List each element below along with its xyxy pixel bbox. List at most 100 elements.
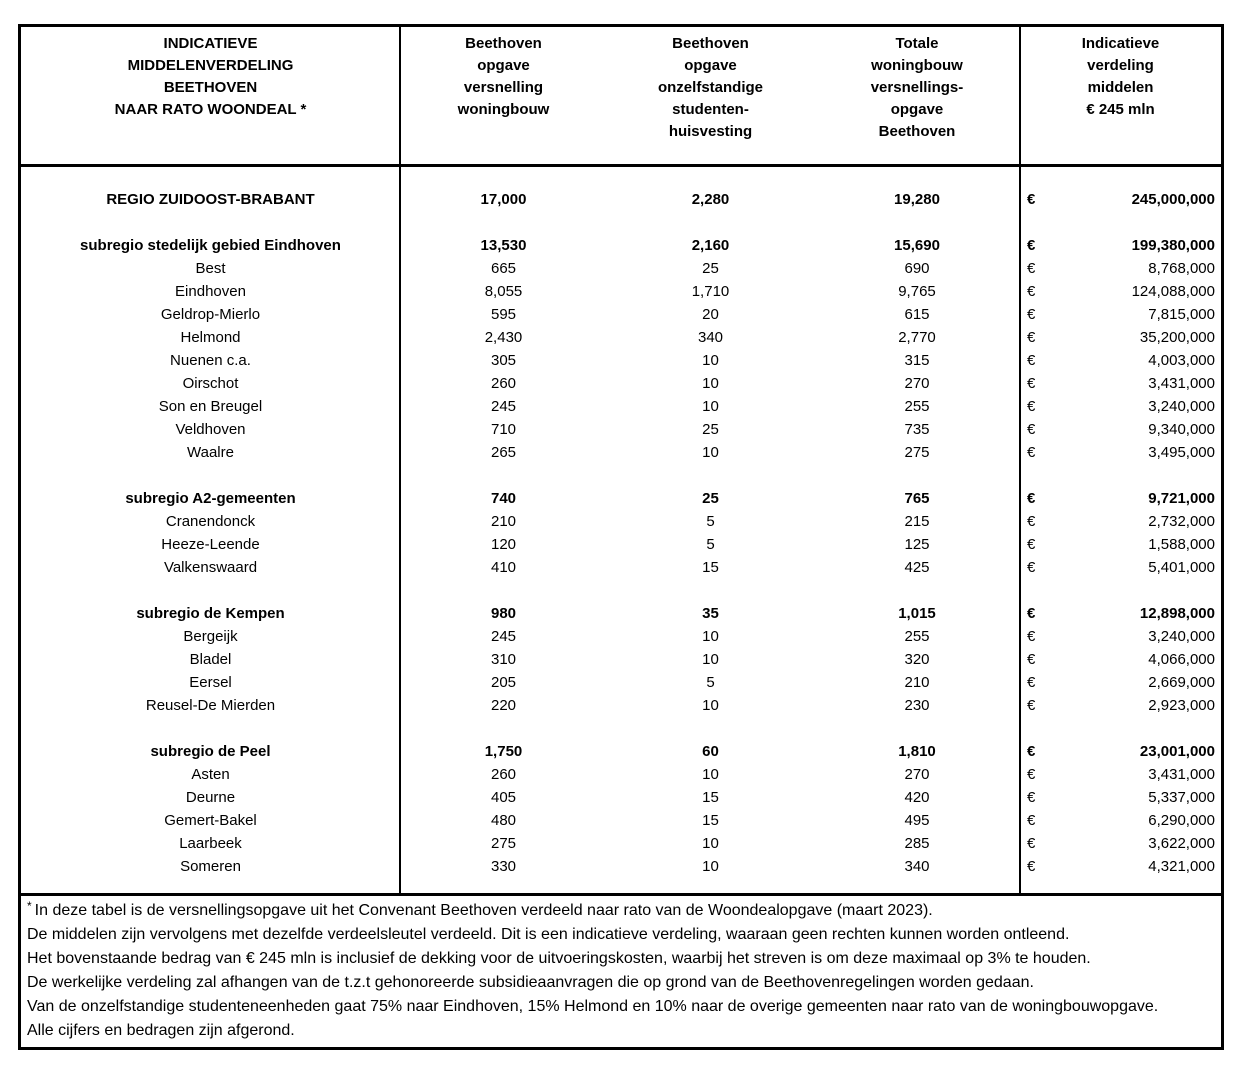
row-totaal-value: 285 — [904, 835, 930, 852]
row-versnelling-value: 260 — [490, 375, 517, 392]
row-bedrag-cell: € 3,431,000 — [1020, 372, 1221, 395]
row-amount: 3,431,000 — [1148, 375, 1215, 392]
table-row: subregio de Peel 1,750 60 1,810 € 23,001… — [21, 740, 1221, 763]
euro-sign: € — [1027, 697, 1036, 714]
row-bedrag-cell: € 3,240,000 — [1020, 625, 1221, 648]
row-label: Laarbeek — [179, 835, 242, 852]
row-versnelling-value: 2,430 — [484, 329, 523, 346]
row-bedrag-cell: € 23,001,000 — [1020, 740, 1221, 763]
row-versnelling-value: 245 — [490, 628, 517, 645]
footnote-text: De werkelijke verdeling zal afhangen van… — [27, 974, 1034, 991]
row-bedrag-cell: € 5,401,000 — [1020, 556, 1221, 579]
row-bedrag-cell: € 4,003,000 — [1020, 349, 1221, 372]
table-row: Eersel 205 5 210 € 2,669,000 — [21, 671, 1221, 694]
row-versnelling-value: 205 — [490, 674, 517, 691]
row-label: Bladel — [189, 651, 232, 668]
row-label: Valkenswaard — [163, 559, 258, 576]
row-amount: 3,240,000 — [1148, 628, 1215, 645]
row-studenten-value: 10 — [702, 835, 719, 852]
footnote-text: Van de onzelfstandige studenteneenheden … — [27, 998, 1159, 1015]
row-bedrag-cell: € 1,588,000 — [1020, 533, 1221, 556]
row-label: Asten — [191, 766, 230, 783]
row-versnelling-value: 120 — [490, 536, 517, 553]
row-versnelling-value: 260 — [490, 766, 517, 783]
row-versnelling-value: 275 — [490, 835, 517, 852]
footnote-text: In deze tabel is de versnellingsopgave u… — [34, 902, 933, 919]
row-label: subregio A2-gemeenten — [125, 490, 296, 507]
row-bedrag-cell: € 3,431,000 — [1020, 763, 1221, 786]
row-studenten-value: 10 — [702, 766, 719, 783]
table-row: Best 665 25 690 € 8,768,000 — [21, 257, 1221, 280]
header-col-versnelling: Beethoven opgave versnelling woningbouw — [457, 35, 550, 118]
row-totaal-value: 255 — [904, 628, 930, 645]
row-totaal-value: 210 — [904, 674, 930, 691]
row-studenten-value: 25 — [702, 260, 719, 277]
table-body: REGIO ZUIDOOST-BRABANT 17,000 2,280 19,2… — [21, 167, 1221, 893]
row-studenten-value: 15 — [702, 559, 719, 576]
row-bedrag-cell: € 3,622,000 — [1020, 832, 1221, 855]
row-studenten-value: 60 — [702, 743, 719, 760]
row-versnelling-value: 740 — [490, 490, 517, 507]
row-amount: 9,721,000 — [1148, 490, 1215, 507]
row-studenten-value: 2,160 — [691, 237, 730, 254]
row-versnelling-value: 17,000 — [480, 191, 527, 208]
table-row: Someren 330 10 340 € 4,321,000 — [21, 855, 1221, 878]
euro-sign: € — [1027, 628, 1036, 645]
row-totaal-value: 275 — [904, 444, 930, 461]
table-row: Deurne 405 15 420 € 5,337,000 — [21, 786, 1221, 809]
row-amount: 5,337,000 — [1148, 789, 1215, 806]
row-totaal-value: 19,280 — [894, 191, 940, 208]
row-versnelling-value: 330 — [490, 858, 517, 875]
euro-sign: € — [1027, 789, 1036, 806]
footnote-text: De middelen zijn vervolgens met dezelfde… — [27, 926, 1070, 943]
row-studenten-value: 35 — [702, 605, 719, 622]
table-row: Oirschot 260 10 270 € 3,431,000 — [21, 372, 1221, 395]
row-bedrag-cell: € 35,200,000 — [1020, 326, 1221, 349]
row-label: Best — [195, 260, 226, 277]
row-bedrag-cell: € 4,321,000 — [1020, 855, 1221, 878]
row-versnelling-value: 265 — [490, 444, 517, 461]
row-studenten-value: 5 — [706, 674, 715, 691]
row-versnelling-value: 13,530 — [480, 237, 527, 254]
row-totaal-value: 690 — [904, 260, 930, 277]
table-row: Bladel 310 10 320 € 4,066,000 — [21, 648, 1221, 671]
row-amount: 4,003,000 — [1148, 352, 1215, 369]
table-row: Helmond 2,430 340 2,770 € 35,200,000 — [21, 326, 1221, 349]
row-amount: 2,669,000 — [1148, 674, 1215, 691]
table-row: REGIO ZUIDOOST-BRABANT 17,000 2,280 19,2… — [21, 188, 1221, 211]
row-versnelling-value: 410 — [490, 559, 517, 576]
row-studenten-value: 1,710 — [691, 283, 730, 300]
row-totaal-value: 15,690 — [894, 237, 940, 254]
euro-sign: € — [1027, 513, 1036, 530]
row-label: Son en Breugel — [158, 398, 263, 415]
row-versnelling-value: 220 — [490, 697, 517, 714]
row-studenten-value: 10 — [702, 697, 719, 714]
row-amount: 9,340,000 — [1148, 421, 1215, 438]
euro-sign: € — [1027, 674, 1036, 691]
euro-sign: € — [1027, 191, 1036, 208]
footnotes-section: * In deze tabel is de versnellingsopgave … — [21, 893, 1221, 1047]
spacer-row — [21, 579, 1221, 602]
table-row: Cranendonck 210 5 215 € 2,732,000 — [21, 510, 1221, 533]
footnote-line: Het bovenstaande bedrag van € 245 mln is… — [27, 947, 1213, 971]
table-row: Son en Breugel 245 10 255 € 3,240,000 — [21, 395, 1221, 418]
table-row: Laarbeek 275 10 285 € 3,622,000 — [21, 832, 1221, 855]
table-row: subregio stedelijk gebied Eindhoven 13,5… — [21, 234, 1221, 257]
table-row: Waalre 265 10 275 € 3,495,000 — [21, 441, 1221, 464]
row-amount: 23,001,000 — [1139, 743, 1215, 760]
row-amount: 7,815,000 — [1148, 306, 1215, 323]
table-row: Asten 260 10 270 € 3,431,000 — [21, 763, 1221, 786]
header-col-middelen: Indicatieve verdeling middelen € 245 mln — [1081, 35, 1160, 118]
table-row: Eindhoven 8,055 1,710 9,765 € 124,088,00… — [21, 280, 1221, 303]
row-amount: 1,588,000 — [1148, 536, 1215, 553]
row-studenten-value: 340 — [697, 329, 724, 346]
footnote-text: Alle cijfers en bedragen zijn afgerond. — [27, 1022, 295, 1039]
row-studenten-value: 2,280 — [691, 191, 730, 208]
row-versnelling-value: 480 — [490, 812, 517, 829]
row-bedrag-cell: € 199,380,000 — [1020, 234, 1221, 257]
row-label: subregio stedelijk gebied Eindhoven — [80, 237, 341, 254]
row-label: Someren — [180, 858, 241, 875]
table-row: Nuenen c.a. 305 10 315 € 4,003,000 — [21, 349, 1221, 372]
column-divider-right — [1019, 27, 1021, 893]
row-studenten-value: 5 — [706, 513, 715, 530]
